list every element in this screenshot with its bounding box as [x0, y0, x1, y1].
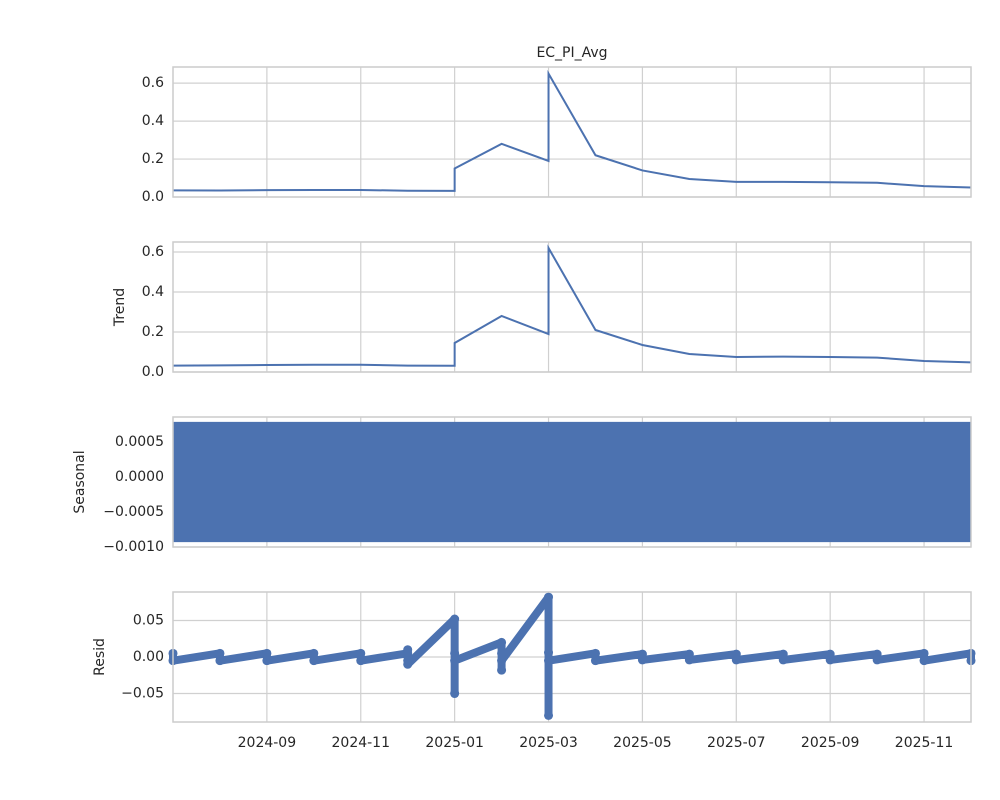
y-tick-label: 0.2 — [142, 151, 164, 167]
point — [825, 655, 835, 665]
point — [497, 648, 507, 658]
point — [872, 655, 882, 665]
axes-frame — [172, 416, 972, 548]
x-tick-label: 2025-03 — [519, 735, 578, 751]
y-tick-label: 0.2 — [142, 324, 164, 340]
point — [356, 648, 366, 658]
y-tick-label: 0.0 — [142, 364, 164, 380]
point — [215, 656, 225, 666]
point — [215, 648, 225, 658]
point — [450, 648, 460, 658]
y-tick-label: 0.05 — [133, 612, 164, 628]
point — [778, 655, 788, 665]
point — [309, 648, 319, 658]
y-tick-label: −0.0005 — [103, 504, 164, 520]
y-axis-label: Seasonal — [72, 450, 88, 513]
y-tick-label: −0.05 — [121, 686, 164, 702]
x-tick-label: 2024-09 — [238, 735, 297, 751]
x-tick-label: 2025-11 — [895, 735, 954, 751]
axes-frame — [172, 241, 972, 373]
band — [173, 421, 971, 543]
point — [403, 659, 413, 669]
point — [450, 689, 460, 699]
point — [919, 648, 929, 658]
axes-frame — [172, 66, 972, 198]
point — [450, 614, 460, 624]
line — [172, 244, 972, 367]
x-tick-label: 2025-05 — [613, 735, 672, 751]
point — [262, 656, 272, 666]
point — [544, 592, 554, 602]
panel-title: EC_PI_Avg — [536, 45, 607, 61]
x-tick-label: 2025-09 — [801, 735, 860, 751]
point — [590, 656, 600, 666]
point — [544, 710, 554, 720]
point — [309, 656, 319, 666]
y-axis-label: Trend — [112, 288, 128, 327]
point — [731, 655, 741, 665]
point — [450, 656, 460, 666]
point — [497, 665, 507, 675]
point — [637, 655, 647, 665]
axes-frame — [172, 591, 972, 723]
y-tick-label: 0.0000 — [115, 469, 164, 485]
point — [544, 656, 554, 666]
point — [497, 637, 507, 647]
y-tick-label: 0.4 — [142, 113, 164, 129]
y-tick-label: 0.00 — [133, 649, 164, 665]
y-tick-label: 0.6 — [142, 244, 164, 260]
resid-trace — [169, 593, 975, 720]
point — [403, 645, 413, 655]
point — [356, 656, 366, 666]
point — [590, 648, 600, 658]
x-tick-label: 2025-01 — [425, 735, 484, 751]
line — [172, 69, 972, 192]
y-tick-label: 0.4 — [142, 284, 164, 300]
point — [262, 648, 272, 658]
point — [684, 655, 694, 665]
y-axis-label: Resid — [92, 638, 108, 676]
y-tick-label: −0.0010 — [103, 539, 164, 555]
point — [544, 648, 554, 658]
point — [497, 656, 507, 666]
y-tick-label: 0.6 — [142, 75, 164, 91]
point — [919, 656, 929, 666]
x-tick-label: 2024-11 — [332, 735, 391, 751]
y-tick-label: 0.0 — [142, 189, 164, 205]
y-tick-label: 0.0005 — [115, 434, 164, 450]
x-tick-label: 2025-07 — [707, 735, 766, 751]
